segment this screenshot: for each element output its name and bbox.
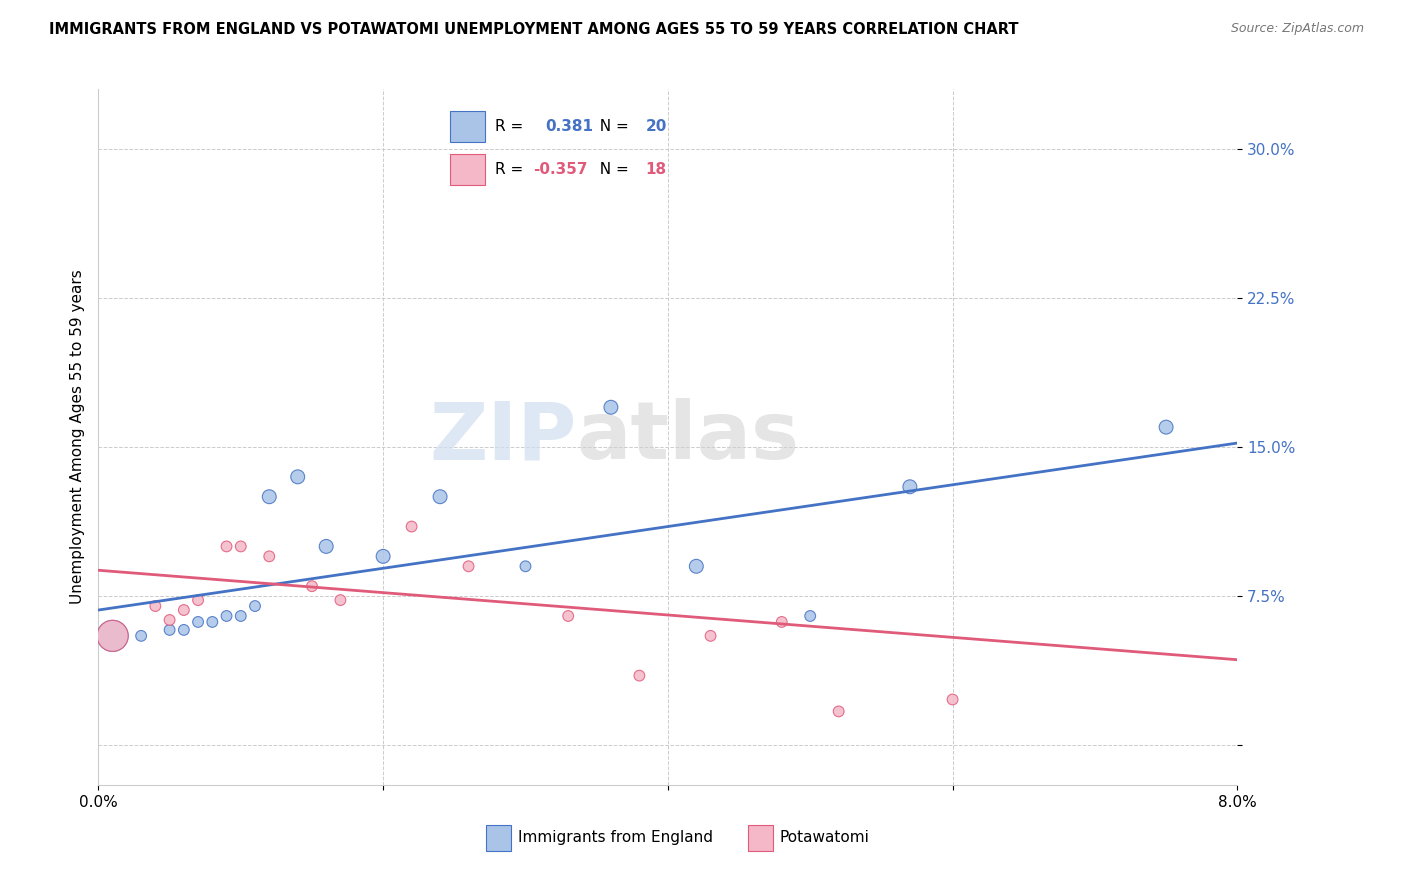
Text: R =: R = [495, 120, 533, 134]
Point [685, 559, 707, 574]
Point [329, 593, 352, 607]
Text: IMMIGRANTS FROM ENGLAND VS POTAWATOMI UNEMPLOYMENT AMONG AGES 55 TO 59 YEARS COR: IMMIGRANTS FROM ENGLAND VS POTAWATOMI UN… [49, 22, 1019, 37]
Text: R =: R = [495, 161, 529, 177]
Point [1154, 420, 1177, 434]
Text: Potawatomi: Potawatomi [779, 830, 869, 845]
Point [229, 609, 252, 624]
Point [101, 629, 124, 643]
Text: 0.381: 0.381 [546, 120, 593, 134]
Text: 20: 20 [645, 120, 666, 134]
Point [301, 579, 323, 593]
Point [215, 540, 238, 554]
Point [457, 559, 479, 574]
Text: atlas: atlas [576, 398, 800, 476]
Point [515, 559, 537, 574]
Point [159, 623, 181, 637]
Point [799, 609, 821, 624]
Text: Source: ZipAtlas.com: Source: ZipAtlas.com [1230, 22, 1364, 36]
Point [259, 490, 281, 504]
Text: N =: N = [591, 161, 634, 177]
Text: 18: 18 [645, 161, 666, 177]
Text: N =: N = [591, 120, 634, 134]
Point [828, 705, 851, 719]
Point [770, 615, 793, 629]
Bar [450, 153, 485, 185]
Point [173, 603, 195, 617]
Point [187, 615, 209, 629]
Point [898, 480, 921, 494]
Point [600, 401, 623, 415]
Point [229, 540, 252, 554]
Bar [748, 824, 773, 851]
Point [243, 599, 266, 613]
Text: ZIP: ZIP [429, 398, 576, 476]
Point [201, 615, 224, 629]
Point [401, 519, 423, 533]
Point [129, 629, 152, 643]
Point [315, 540, 337, 554]
Point [429, 490, 451, 504]
Bar [485, 824, 510, 851]
Bar [450, 112, 485, 142]
Point [699, 629, 721, 643]
Point [159, 613, 181, 627]
Point [145, 599, 167, 613]
Point [942, 692, 965, 706]
Text: -0.357: -0.357 [533, 161, 588, 177]
Point [187, 593, 209, 607]
Text: Immigrants from England: Immigrants from England [517, 830, 713, 845]
Point [628, 668, 651, 682]
Point [259, 549, 281, 564]
Point [287, 470, 309, 484]
Point [215, 609, 238, 624]
Point [557, 609, 579, 624]
Point [371, 549, 394, 564]
Point [173, 623, 195, 637]
Point [101, 629, 124, 643]
Y-axis label: Unemployment Among Ages 55 to 59 years: Unemployment Among Ages 55 to 59 years [69, 269, 84, 605]
